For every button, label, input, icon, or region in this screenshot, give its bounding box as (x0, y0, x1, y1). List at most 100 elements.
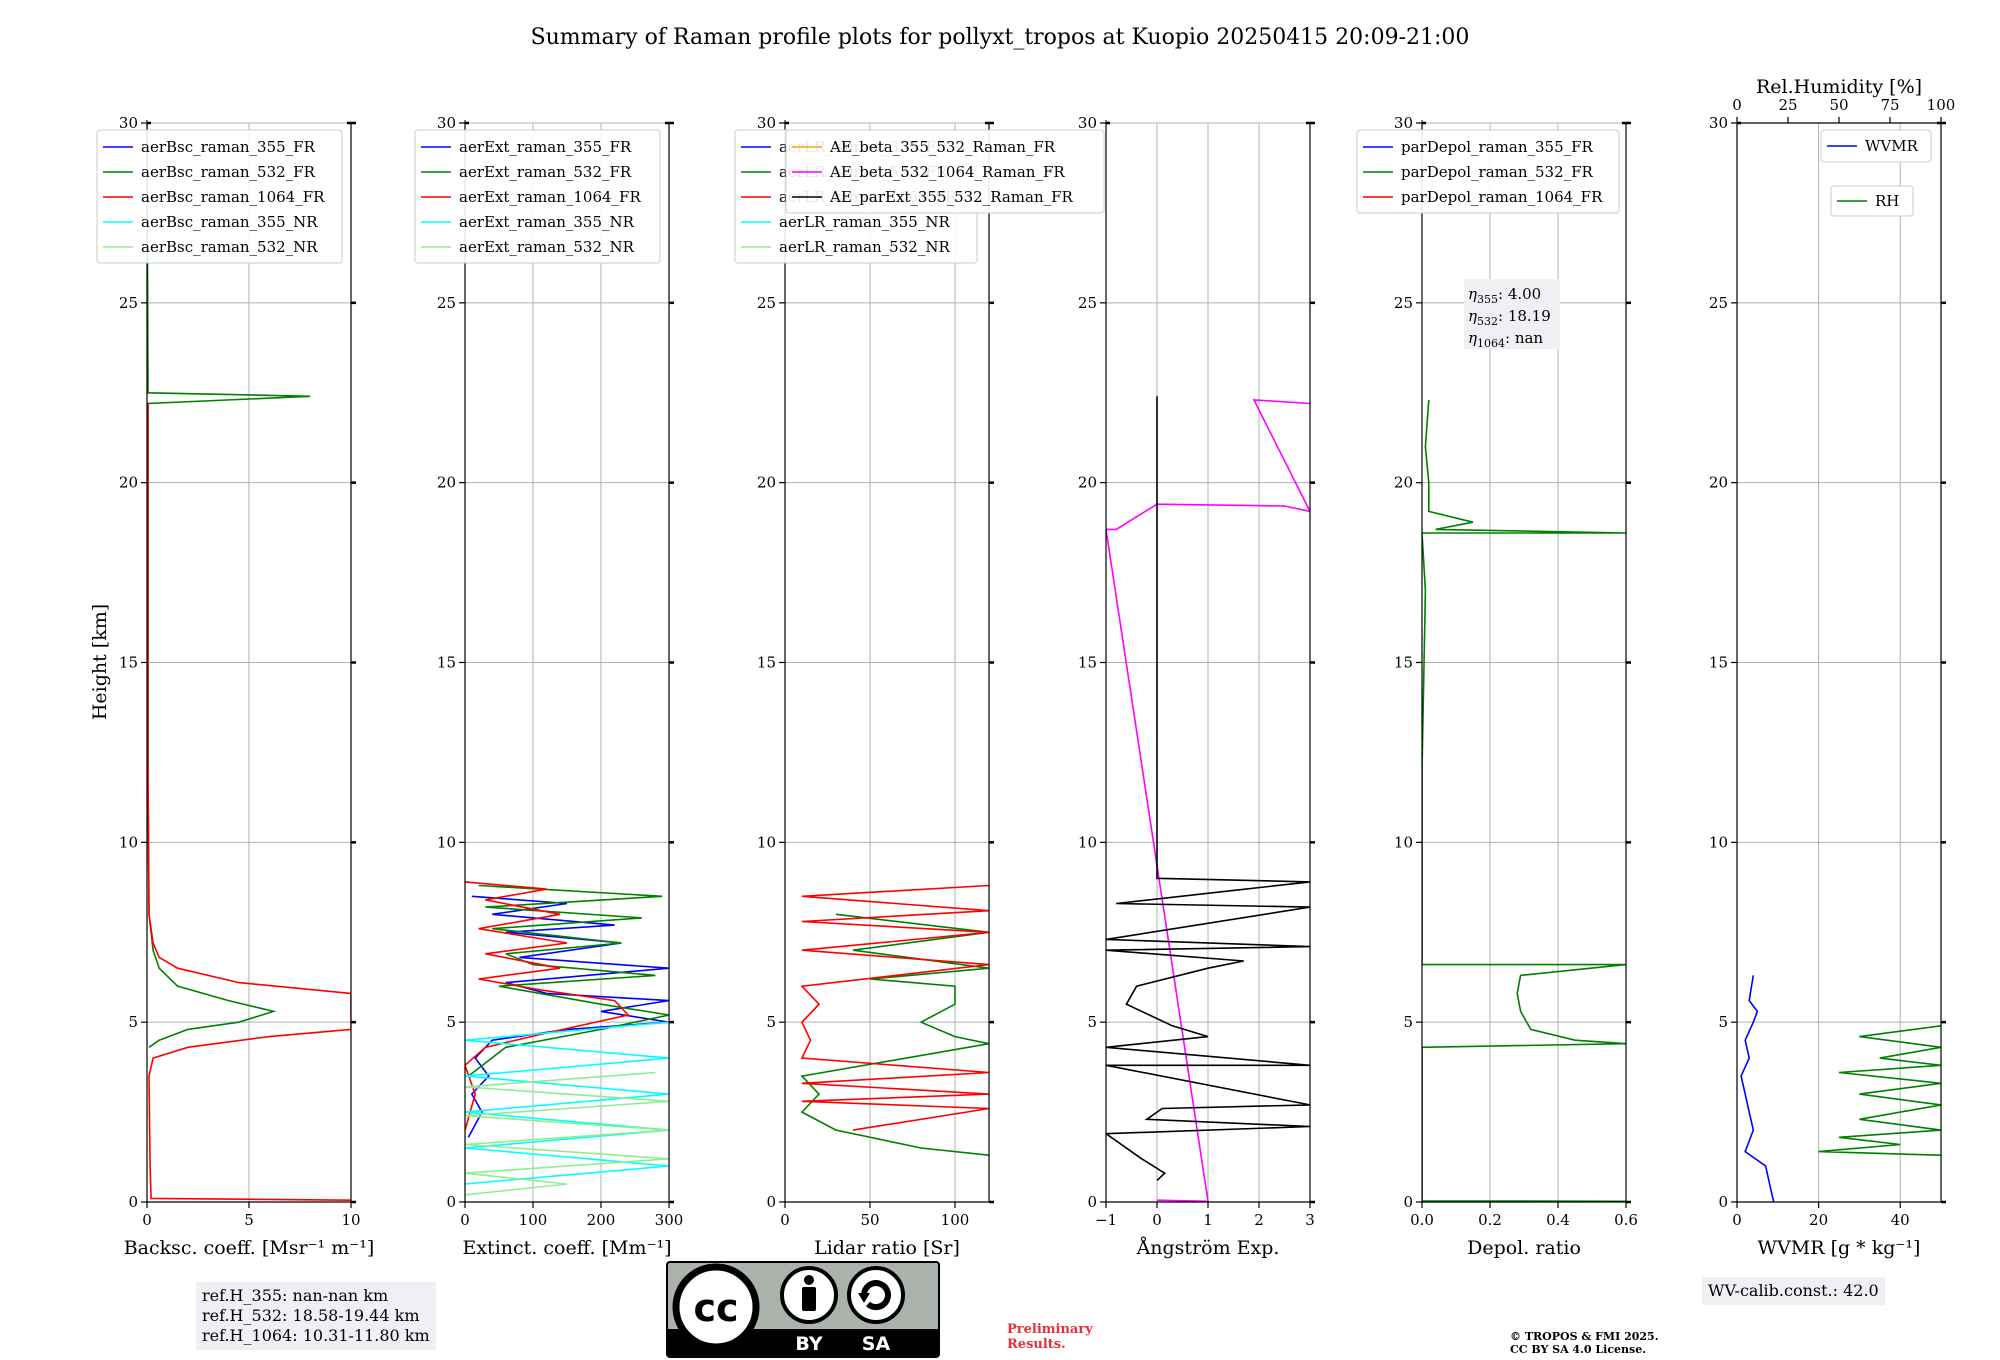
series-line-aerBsc_raman_532_FR (147, 123, 311, 1048)
y-tick-label: 10 (757, 833, 776, 851)
series-group (465, 881, 669, 1196)
top-x-tick-label: 0 (1732, 96, 1742, 114)
legend: WVMR (1820, 129, 1932, 163)
legend-label: parDepol_raman_355_FR (1401, 138, 1594, 156)
x-tick-label: 0 (142, 1211, 152, 1229)
legend-label: RH (1875, 192, 1899, 210)
y-tick-label: 30 (1078, 114, 1097, 132)
ref-height-355: ref.H_355: nan-nan km (202, 1286, 389, 1305)
legend-label: aerBsc_raman_532_NR (141, 238, 318, 256)
y-tick-label: 5 (1087, 1013, 1097, 1031)
legend-label: aerBsc_raman_532_FR (141, 163, 316, 181)
x-tick-label: 200 (587, 1211, 616, 1229)
legend: parDepol_raman_355_FR parDepol_raman_532_… (1356, 129, 1620, 214)
x-axis-label: Lidar ratio [Sr] (814, 1237, 960, 1259)
legend-label: parDepol_raman_1064_FR (1401, 188, 1603, 206)
series-group (1740, 975, 1941, 1202)
x-tick-label: 100 (941, 1211, 970, 1229)
x-tick-label: 0.2 (1478, 1211, 1502, 1229)
x-axis-label: Ångström Exp. (1136, 1237, 1280, 1259)
legend-label: aerExt_raman_532_NR (459, 238, 635, 256)
series-line-aerLR_raman_1064_FR (800, 884, 989, 1131)
x-axis-label: Depol. ratio (1467, 1237, 1581, 1259)
legend-label: aerBsc_raman_1064_FR (141, 188, 325, 206)
cc-logo-text: cc (693, 1286, 738, 1330)
x-tick-label: 40 (1891, 1211, 1910, 1229)
panel-depolarization: 0 5 10 15 20 25 30 0.0 0.2 0.4 0.6 Depol. ratio parD… (1356, 114, 1638, 1259)
y-tick-label: 0 (1087, 1193, 1097, 1211)
legend-label: aerLR_raman_355_NR (779, 213, 950, 231)
panel-backscatter: 0 5 10 15 20 25 30 0 5 10 Backsc. coeff. [Msr⁻¹ m⁻… (96, 114, 374, 1259)
legend-rh: RH (1830, 185, 1914, 217)
height-axis-label: Height [km] (89, 604, 111, 720)
eta-number: : 4.00 (1498, 285, 1541, 303)
x-tick-label: 0.4 (1546, 1211, 1570, 1229)
y-tick-label: 10 (1078, 833, 1097, 851)
legend-label: WVMR (1865, 137, 1919, 155)
x-tick-label: 10 (341, 1211, 360, 1229)
y-tick-label: 15 (437, 654, 456, 672)
y-tick-label: 5 (1403, 1013, 1413, 1031)
y-tick-label: 0 (1403, 1193, 1413, 1211)
copyright-line-1: © TROPOS & FMI 2025. (1510, 1330, 1659, 1343)
ref-height-532: ref.H_532: 18.58-19.44 km (202, 1306, 420, 1325)
x-tick-label: 300 (655, 1211, 684, 1229)
y-tick-label: 15 (1394, 654, 1413, 672)
top-x-tick-label: 100 (1927, 96, 1956, 114)
y-tick-label: 30 (757, 114, 776, 132)
legend-box (1820, 129, 1932, 163)
x-tick-label: 5 (244, 1211, 254, 1229)
eta-value: η1064: nan (1468, 329, 1543, 350)
legend: aerBsc_raman_355_FR aerBsc_raman_532_FRae… (96, 129, 343, 264)
series-line-aerExt_raman_355_FR (467, 895, 669, 1138)
preliminary-line-1: Preliminary (1007, 1322, 1093, 1337)
eta-value: η532: 18.19 (1468, 307, 1551, 328)
y-tick-label: 15 (757, 654, 776, 672)
x-tick-label: 0 (780, 1211, 790, 1229)
legend-label: aerBsc_raman_355_FR (141, 138, 316, 156)
eta-symbol: η (1468, 307, 1477, 325)
y-tick-label: 30 (119, 114, 138, 132)
series-group (147, 123, 351, 1201)
wv-calibration-constant: WV-calib.const.: 42.0 (1708, 1281, 1879, 1300)
series-group (1422, 399, 1626, 1202)
legend-box (1830, 185, 1914, 217)
preliminary-results-note: Preliminary Results. (1007, 1322, 1093, 1352)
reference-height-box: ref.H_355: nan-nan km ref.H_532: 18.58-1… (196, 1282, 436, 1350)
eta-symbol: η (1468, 285, 1477, 303)
y-tick-label: 25 (1709, 294, 1728, 312)
eta-symbol: η (1468, 329, 1477, 347)
y-tick-label: 5 (128, 1013, 138, 1031)
y-tick-label: 20 (1394, 474, 1413, 492)
legend-label: AE_beta_355_532_Raman_FR (829, 138, 1056, 156)
y-tick-label: 15 (1709, 654, 1728, 672)
x-tick-label: 20 (1809, 1211, 1828, 1229)
legend: aerExt_raman_355_FR aerExt_raman_532_FRae… (414, 129, 661, 264)
legend-label: aerExt_raman_355_NR (459, 213, 635, 231)
top-x-tick-label: 50 (1829, 96, 1848, 114)
legend-box (1356, 129, 1620, 214)
y-tick-label: 25 (437, 294, 456, 312)
series-group (800, 884, 989, 1156)
x-tick-label: 0 (460, 1211, 470, 1229)
eta-subscript: 355 (1477, 293, 1498, 306)
legend-label: parDepol_raman_532_FR (1401, 163, 1594, 181)
y-tick-label: 15 (119, 654, 138, 672)
y-tick-label: 10 (437, 833, 456, 851)
legend-label: aerLR_raman_532_NR (779, 238, 950, 256)
x-tick-label: 0 (1732, 1211, 1742, 1229)
eta-subscript: 532 (1477, 315, 1498, 328)
y-tick-label: 20 (437, 474, 456, 492)
y-tick-label: 0 (446, 1193, 456, 1211)
eta-box (1464, 279, 1560, 349)
y-tick-label: 30 (1394, 114, 1413, 132)
cc-logo-icon (672, 1263, 760, 1351)
eta-subscript: 1064 (1477, 337, 1505, 350)
series-line-aerBsc_raman_1064_FR (147, 403, 351, 1201)
y-tick-label: 25 (1394, 294, 1413, 312)
y-tick-label: 30 (1709, 114, 1728, 132)
